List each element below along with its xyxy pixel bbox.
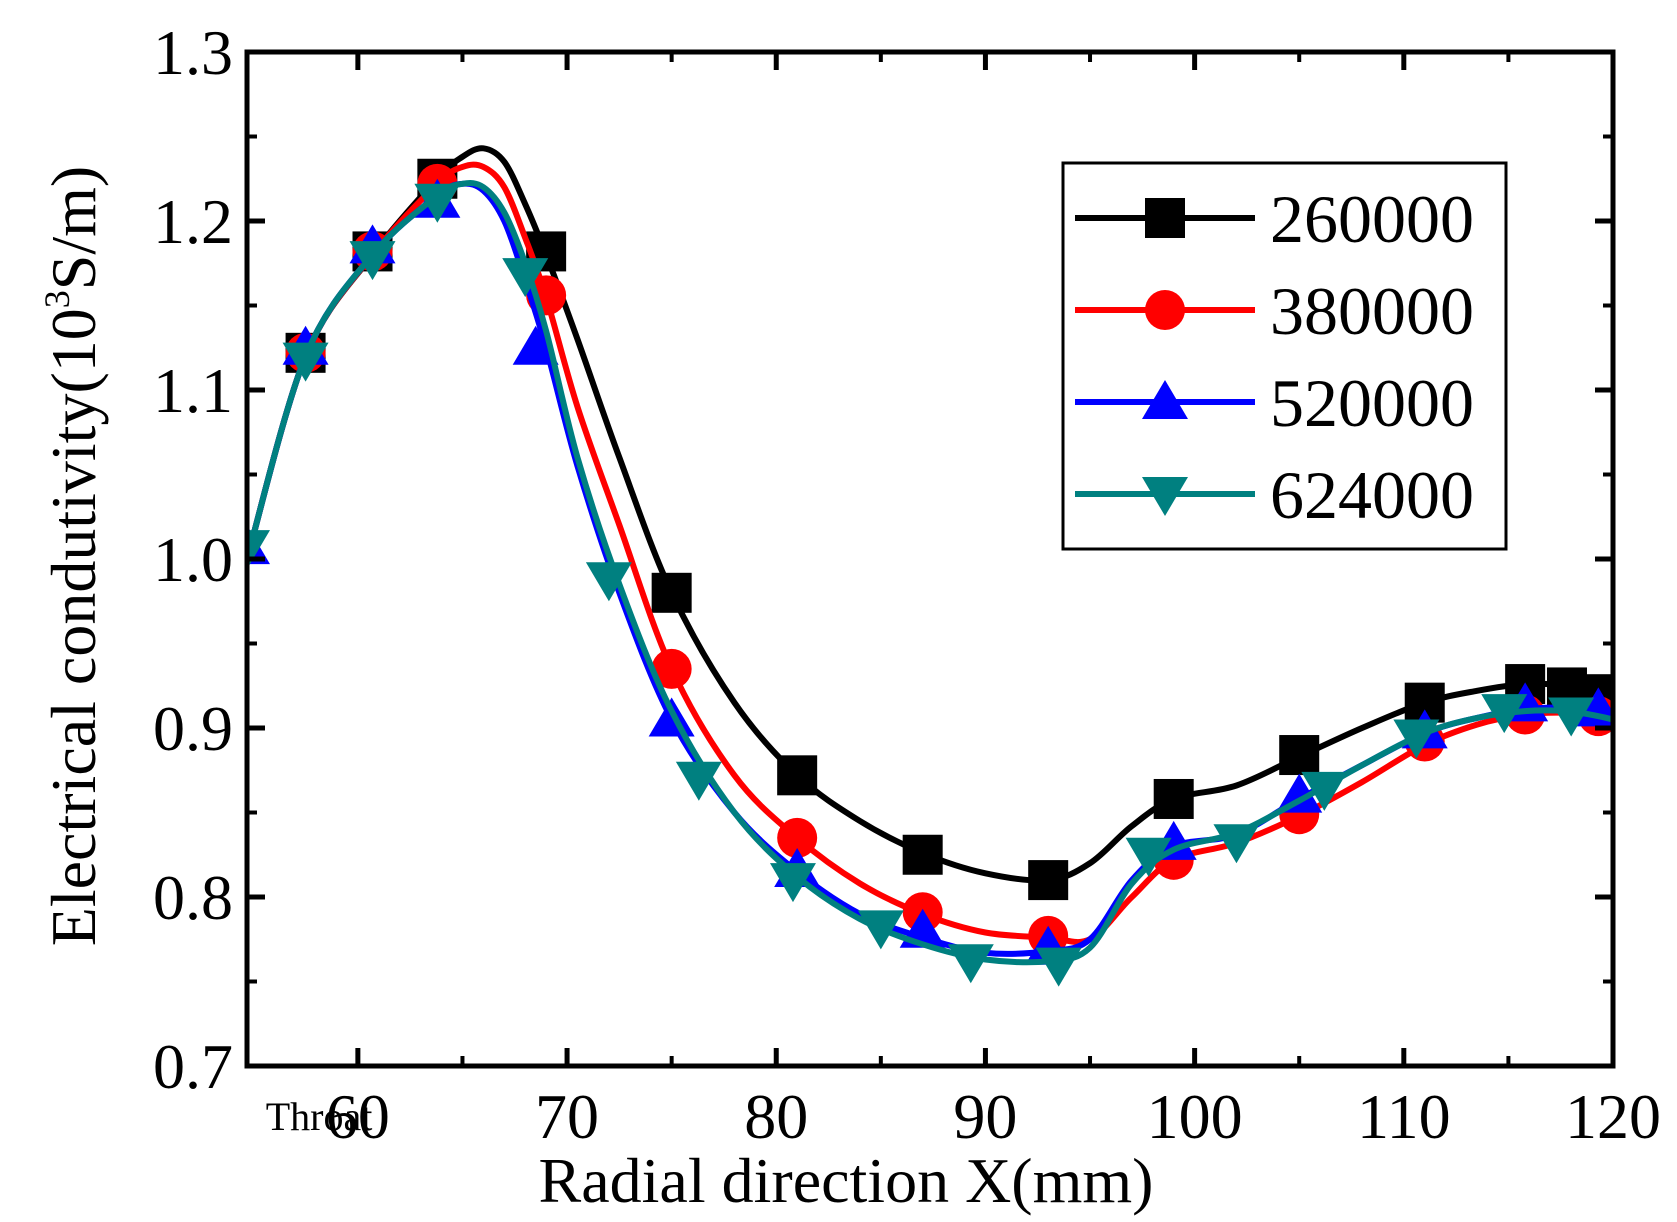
data-point-624000 xyxy=(1393,719,1440,759)
y-tick-label: 1.3 xyxy=(153,17,233,88)
legend-marker xyxy=(1145,290,1185,330)
y-tick-label: 0.9 xyxy=(153,693,233,764)
x-tick-label: 110 xyxy=(1357,1081,1451,1152)
legend-box xyxy=(1061,161,1508,551)
y-axis-label-unit: S/m) xyxy=(38,166,109,290)
x-axis-label: Radial direction X(mm) xyxy=(539,1145,1154,1216)
data-point-624000 xyxy=(1481,694,1528,734)
data-point-624000 xyxy=(947,944,994,984)
data-point-624000 xyxy=(349,241,396,281)
y-tick-label: 1.1 xyxy=(153,355,233,426)
legend-marker xyxy=(1145,198,1185,238)
data-point-624000 xyxy=(769,863,816,903)
legend-marker xyxy=(1142,477,1188,516)
legend-marker xyxy=(1142,380,1188,419)
data-point-260000 xyxy=(1279,735,1320,776)
data-point-260000 xyxy=(902,834,943,875)
data-point-260000 xyxy=(777,755,818,796)
data-point-624000 xyxy=(675,761,722,801)
data-point-624000 xyxy=(1125,837,1172,877)
data-point-624000 xyxy=(1301,771,1348,811)
data-point-624000 xyxy=(1213,824,1260,864)
data-point-380000 xyxy=(651,648,692,689)
data-point-624000 xyxy=(1035,947,1082,987)
data-point-624000 xyxy=(282,342,329,382)
y-axis-label-superscript: 3 xyxy=(37,290,77,308)
x-tick-label: 100 xyxy=(1147,1081,1243,1152)
data-point-624000 xyxy=(414,183,461,223)
legend-item-380000: 380000 xyxy=(1075,273,1474,349)
data-point-624000 xyxy=(585,562,632,602)
x-tick-label: 80 xyxy=(744,1081,808,1152)
data-point-520000 xyxy=(1276,773,1323,813)
data-point-624000 xyxy=(502,258,549,298)
data-point-260000 xyxy=(1153,778,1194,819)
x-tick-label: Throat xyxy=(266,1094,373,1139)
legend-item-260000: 260000 xyxy=(1075,181,1474,257)
data-point-260000 xyxy=(651,572,692,613)
legend-label: 520000 xyxy=(1270,365,1474,441)
x-tick-label: 120 xyxy=(1565,1081,1661,1152)
x-tick-label: 90 xyxy=(953,1081,1017,1152)
x-tick-label: 60 xyxy=(326,1081,390,1152)
series-line-624000 xyxy=(247,179,1613,966)
x-tick-label: 70 xyxy=(535,1081,599,1152)
legend-item-624000: 624000 xyxy=(1075,457,1474,533)
data-point-624000 xyxy=(1548,697,1595,737)
data-point-520000 xyxy=(512,325,559,365)
y-axis: 0.7 0.8 0.9 1.0 1.1 1.2 1.3 xyxy=(153,17,1613,1102)
data-point-260000 xyxy=(1028,860,1069,901)
y-axis-label-main: Electrical condutivity(10 xyxy=(38,308,109,946)
y-tick-label: 1.2 xyxy=(153,186,233,257)
data-point-624000 xyxy=(857,910,904,950)
y-axis-label: Electrical condutivity(103S/m) xyxy=(37,166,109,946)
legend-item-520000: 520000 xyxy=(1075,365,1474,441)
legend-label: 380000 xyxy=(1270,273,1474,349)
y-tick-label: 0.8 xyxy=(153,862,233,933)
y-tick-label: 1.0 xyxy=(153,524,233,595)
legend: 260000 380000 520000 624000 xyxy=(1061,161,1508,551)
legend-label: 260000 xyxy=(1270,181,1474,257)
y-tick-label: 0.7 xyxy=(153,1031,233,1102)
data-point-380000 xyxy=(777,817,818,858)
legend-label: 624000 xyxy=(1270,457,1474,533)
